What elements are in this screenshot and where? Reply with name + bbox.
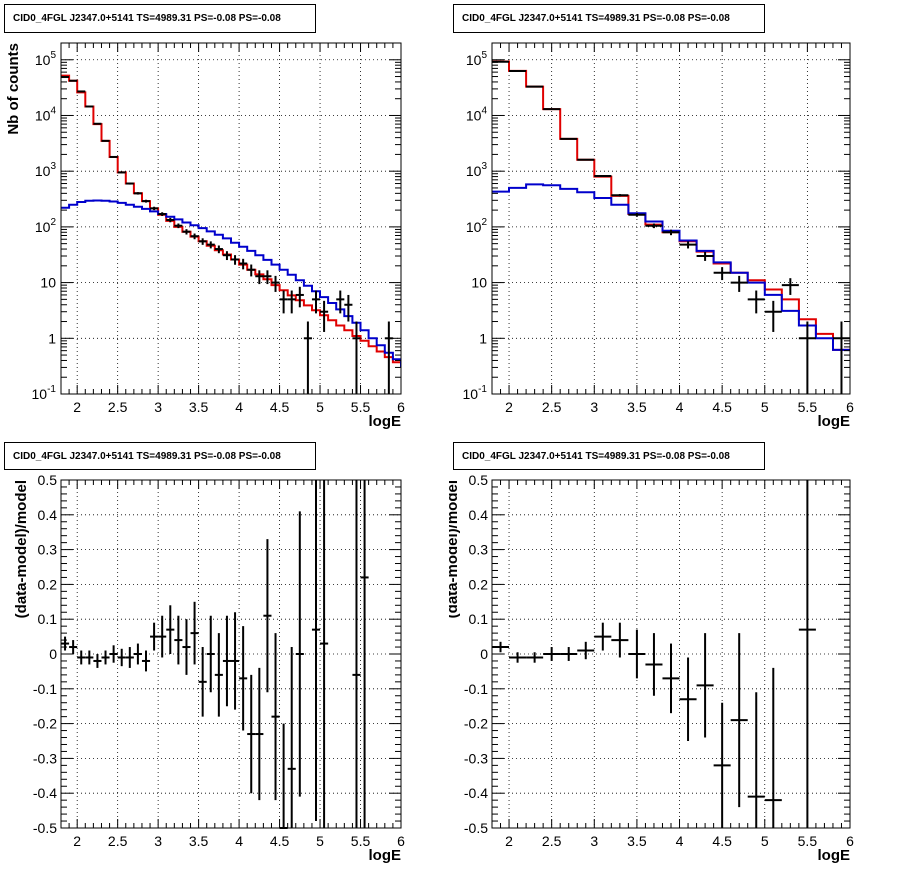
pad-top-left: CID0_4FGL J2347.0+5141 TS=4989.31 PS=-0.…	[0, 0, 449, 437]
plot-frame	[60, 42, 402, 395]
x-tick-label: 2	[73, 399, 81, 415]
pad-bottom-left: CID0_4FGL J2347.0+5141 TS=4989.31 PS=-0.…	[0, 437, 449, 875]
model-total-line	[61, 74, 401, 368]
y-tick-label: 104	[466, 105, 488, 123]
x-tick-label: 2.5	[108, 833, 128, 849]
x-tick-label: 2	[73, 833, 81, 849]
y-tick-label: 0.1	[469, 611, 489, 627]
x-tick-label: 4.5	[270, 833, 290, 849]
y-tick-label: 10	[40, 275, 56, 291]
y-tick-label: 10	[471, 275, 487, 291]
x-tick-label: 5.5	[351, 833, 371, 849]
x-tick-label: 5.5	[798, 833, 818, 849]
x-axis-title: logE	[818, 847, 851, 864]
x-tick-label: 3.5	[189, 399, 209, 415]
chart-svg: 2 2.5 3 3.5 4 4.5 5 5.5 6 -0.5 -0.4 -0.3 -0.2 -0.1 0 0.…	[449, 472, 854, 864]
y-tick-label: 102	[466, 217, 488, 235]
y-tick-label: 0.5	[38, 472, 58, 488]
chart-title: CID0_4FGL J2347.0+5141 TS=4989.31 PS=-0.…	[4, 442, 316, 470]
x-tick-label: 3	[154, 833, 162, 849]
y-tick-label: -0.4	[33, 785, 57, 801]
y-tick-label: 0	[49, 646, 57, 662]
x-tick-label: 4	[235, 833, 243, 849]
y-tick-label: -0.5	[33, 820, 57, 836]
x-tick-label: 2.5	[108, 399, 128, 415]
y-tick-label: 0.3	[38, 542, 58, 558]
y-axis-title: (data-model)/model	[13, 480, 30, 618]
x-tick-label: 6	[846, 833, 854, 849]
y-tick-label: 0.2	[469, 576, 489, 592]
y-tick-label: 104	[35, 105, 57, 123]
x-tick-label: 4	[676, 833, 684, 849]
y-tick-label: 10-1	[32, 384, 57, 402]
y-tick-label: -0.5	[464, 820, 488, 836]
x-tick-label: 3.5	[627, 833, 647, 849]
x-tick-label: 3.5	[627, 399, 647, 415]
y-tick-label: -0.3	[33, 750, 57, 766]
y-tick-label: 0.3	[469, 542, 489, 558]
x-tick-label: 5.5	[798, 399, 818, 415]
y-tick-label: 0.2	[38, 576, 58, 592]
x-tick-label: 4.5	[712, 833, 732, 849]
pad-top-right: CID0_4FGL J2347.0+5141 TS=4989.31 PS=-0.…	[449, 0, 898, 437]
y-axis-title: Nb of counts	[5, 43, 22, 135]
model-background-line	[61, 199, 401, 368]
x-tick-label: 4.5	[712, 399, 732, 415]
chart-title: CID0_4FGL J2347.0+5141 TS=4989.31 PS=-0.…	[453, 4, 765, 33]
chart-svg: 2 2.5 3 3.5 4 4.5 5 5.5 6 -0.5 -0.4 -0.3 -0.2 -0.1 0 0.…	[13, 472, 405, 864]
y-tick-label: -0.4	[464, 785, 488, 801]
x-tick-label: 3	[154, 399, 162, 415]
y-tick-label: 103	[466, 161, 488, 179]
y-tick-label: 102	[35, 217, 57, 235]
pad-bottom-right: CID0_4FGL J2347.0+5141 TS=4989.31 PS=-0.…	[449, 437, 898, 875]
x-tick-label: 6	[397, 833, 405, 849]
y-tick-label: 0	[480, 646, 488, 662]
x-tick-label: 6	[846, 399, 854, 415]
x-axis-title: logE	[369, 413, 402, 430]
x-tick-label: 5.5	[351, 399, 371, 415]
y-tick-label: 105	[35, 50, 57, 68]
x-tick-label: 2	[505, 833, 513, 849]
y-axis-title: (data-model)/model	[449, 480, 461, 618]
y-tick-label: 103	[35, 161, 57, 179]
y-tick-label: -0.1	[464, 681, 488, 697]
x-tick-label: 2.5	[542, 833, 562, 849]
x-tick-label: 2.5	[542, 399, 562, 415]
y-tick-label: -0.3	[464, 750, 488, 766]
x-tick-label: 5	[761, 399, 769, 415]
x-tick-label: 5	[761, 833, 769, 849]
x-tick-label: 6	[397, 399, 405, 415]
x-tick-label: 3	[590, 833, 598, 849]
y-tick-label: -0.2	[33, 716, 57, 732]
x-tick-label: 4	[676, 399, 684, 415]
y-tick-label: 0.4	[38, 507, 58, 523]
y-tick-label: -0.1	[33, 681, 57, 697]
chart-title: CID0_4FGL J2347.0+5141 TS=4989.31 PS=-0.…	[4, 4, 316, 33]
chart-title: CID0_4FGL J2347.0+5141 TS=4989.31 PS=-0.…	[453, 442, 765, 470]
chart-svg: 2 2.5 3 3.5 4 4.5 5 5.5 6 10-1 1 10 102 103 104 105 logE…	[449, 42, 854, 430]
x-axis-title: logE	[369, 847, 402, 864]
y-tick-label: 105	[466, 50, 488, 68]
y-tick-label: 0.5	[469, 472, 489, 488]
x-axis-title: logE	[818, 413, 851, 430]
x-tick-label: 5	[316, 399, 324, 415]
x-tick-label: 4.5	[270, 399, 290, 415]
y-tick-label: 10-1	[463, 384, 488, 402]
x-tick-label: 3	[590, 399, 598, 415]
plot-frame	[491, 42, 851, 395]
model-total-line	[492, 60, 850, 351]
y-tick-label: 0.1	[38, 611, 58, 627]
x-tick-label: 2	[505, 399, 513, 415]
x-tick-label: 3.5	[189, 833, 209, 849]
y-axis-title: nb of counts	[449, 43, 453, 133]
x-tick-label: 4	[235, 399, 243, 415]
model-background-line	[492, 183, 850, 351]
chart-svg: 2 2.5 3 3.5 4 4.5 5 5.5 6 10-1 1 10 102 103 104 105 logE…	[5, 42, 405, 430]
y-tick-label: 1	[479, 330, 487, 346]
y-tick-label: 0.4	[469, 507, 489, 523]
y-tick-label: -0.2	[464, 716, 488, 732]
y-tick-label: 1	[48, 330, 56, 346]
x-tick-label: 5	[316, 833, 324, 849]
